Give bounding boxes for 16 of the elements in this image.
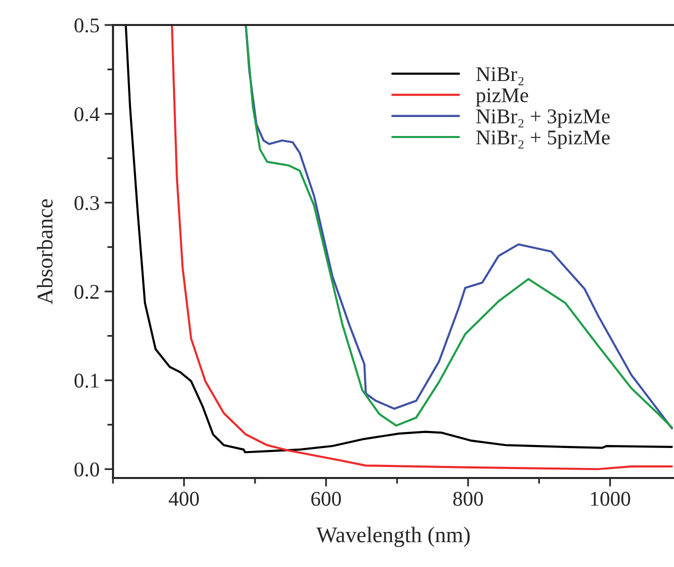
y-tick-label: 0.0: [74, 462, 100, 477]
y-tick-label: 0.4: [74, 107, 100, 122]
x-tick-label: 400: [168, 492, 199, 506]
x-tick-label: 1000: [591, 492, 630, 506]
y-tick-label: 0.2: [74, 284, 99, 299]
legend-label: NiBr₂ + 3pizMe: [476, 109, 610, 128]
x-tick-label: 800: [453, 492, 483, 506]
legend-label: NiBr₂: [476, 67, 524, 86]
y-tick-label: 0.5: [74, 18, 99, 33]
x-axis-title: Wavelength (nm): [316, 526, 470, 547]
legend-label: NiBr₂ + 5pizMe: [476, 130, 610, 149]
y-tick-label: 0.1: [74, 374, 99, 388]
x-tick-label: 600: [311, 492, 341, 506]
legend-label: pizMe: [476, 88, 528, 107]
y-tick-label: 0.3: [74, 196, 99, 210]
y-axis-title: Absorbance: [36, 199, 53, 304]
